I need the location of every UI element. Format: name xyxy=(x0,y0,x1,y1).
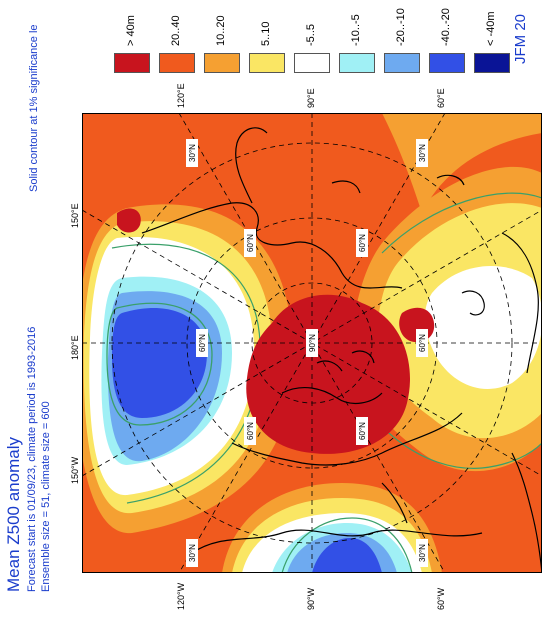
legend-label: -10..-5 xyxy=(350,14,362,46)
legend-swatch xyxy=(294,53,330,73)
forecast-subtitle: Forecast start is 01/09/23, climate peri… xyxy=(26,326,38,592)
legend-swatch xyxy=(429,53,465,73)
lat-label-30n: 30°N xyxy=(418,144,427,162)
lon-label-60w: 60°W xyxy=(436,587,446,610)
field-10-20-top xyxy=(382,113,542,213)
lat-label-30n: 30°N xyxy=(418,544,427,562)
legend-swatch xyxy=(474,53,510,73)
lat-labels: 90°N 60°N 60°N 60°N 60°N 60°N xyxy=(186,139,428,567)
legend-label: -5..5 xyxy=(305,23,317,46)
legend-label: -20..-10 xyxy=(395,8,407,46)
lon-label-180: 180°E xyxy=(70,335,80,360)
sig-contour-pacific xyxy=(106,302,213,426)
lon-label-90w: 90°W xyxy=(306,587,316,610)
page-title: Mean Z500 anomaly xyxy=(4,437,23,592)
lat-label-90n: 90°N xyxy=(308,334,317,352)
legend-swatch xyxy=(204,53,240,73)
legend-label: > 40m xyxy=(125,15,137,46)
legend-swatch xyxy=(114,53,150,73)
lon-label-60e: 60°E xyxy=(436,88,446,108)
field-minus20-atlantic xyxy=(312,538,382,573)
field-minus20-pacific xyxy=(112,307,207,418)
field-gt40-pacific xyxy=(117,208,141,233)
field-neutral-europe xyxy=(424,266,542,389)
sig-contour-atlantic xyxy=(281,517,413,573)
ensemble-subtitle: Ensemble size = 51, climate size = 600 xyxy=(40,401,52,592)
lat-label-60n: 60°N xyxy=(358,234,367,252)
lat-label-60n: 60°N xyxy=(198,334,207,352)
lon-label-90e: 90°E xyxy=(306,88,316,108)
legend-label: < -40m xyxy=(485,11,497,46)
sig-contour-europe xyxy=(381,192,542,254)
coastlines xyxy=(141,127,542,573)
lat-label-30n: 30°N xyxy=(188,544,197,562)
legend-label: 5..10 xyxy=(260,21,272,46)
legend-swatch xyxy=(249,53,285,73)
legend-label: 20..40 xyxy=(170,15,182,46)
legend-label: -40..-20 xyxy=(440,8,452,46)
legend-swatch xyxy=(339,53,375,73)
lat-label-30n: 30°N xyxy=(188,144,197,162)
field-gt40-arctic xyxy=(246,294,410,454)
significance-note: Solid contour at 1% significance le xyxy=(28,24,40,192)
legend-swatch xyxy=(159,53,195,73)
legend-swatch xyxy=(384,53,420,73)
lat-label-60n: 60°N xyxy=(418,334,427,352)
lon-label-150e: 150°E xyxy=(70,203,80,228)
lon-label-120w: 120°W xyxy=(176,582,186,610)
lon-label-120e: 120°E xyxy=(176,83,186,108)
lat-label-60n: 60°N xyxy=(246,422,255,440)
lat-label-60n: 60°N xyxy=(246,234,255,252)
anomaly-map: 90°N 60°N 60°N 60°N 60°N 60°N xyxy=(82,113,542,573)
lat-label-60n: 60°N xyxy=(358,422,367,440)
legend-label: 10..20 xyxy=(215,15,227,46)
period-title: JFM 20 xyxy=(512,13,529,64)
lon-label-150w: 150°W xyxy=(70,456,80,484)
